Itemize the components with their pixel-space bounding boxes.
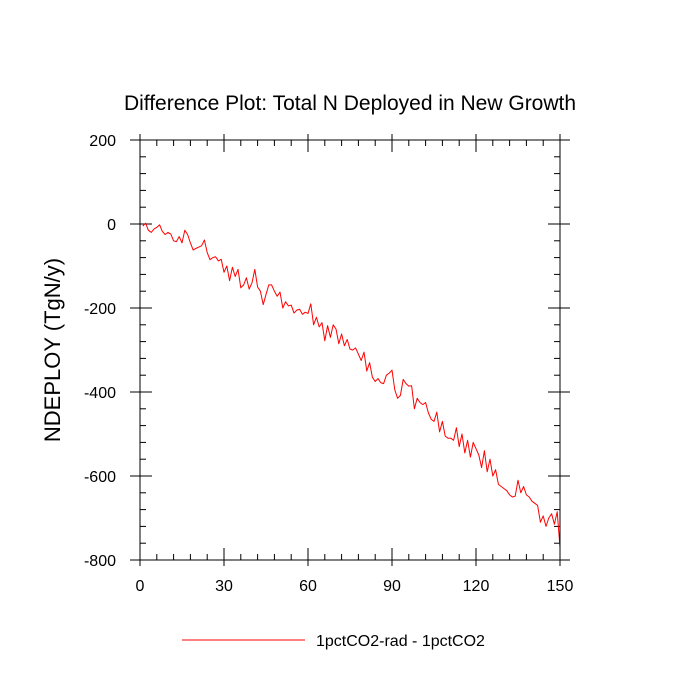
y-tick-label: -800 [84,553,116,570]
y-tick-label: -200 [84,301,116,318]
y-tick-label: 0 [107,217,116,234]
y-axis-label: NDEPLOY (TgN/y) [40,258,65,442]
y-tick-label: -600 [84,469,116,486]
tick-labels: 0 30 60 90 120 150 200 0 -200 -400 -600 -800 [84,133,573,595]
x-tick-label: 30 [215,578,233,595]
x-tick-label: 120 [463,578,490,595]
y-tick-label: -400 [84,385,116,402]
series-line [142,222,561,548]
chart-title: Difference Plot: Total N Deployed in New… [124,92,576,115]
y-tick-label: 200 [89,133,116,150]
plot-frame [139,139,561,561]
x-tick-label: 150 [547,578,574,595]
legend: 1pctCO2-rad - 1pctCO2 [182,633,485,650]
series-group [142,222,561,548]
x-tick-label: 90 [383,578,401,595]
legend-label: 1pctCO2-rad - 1pctCO2 [316,633,485,650]
x-tick-label: 60 [299,578,317,595]
x-tick-label: 0 [136,578,145,595]
